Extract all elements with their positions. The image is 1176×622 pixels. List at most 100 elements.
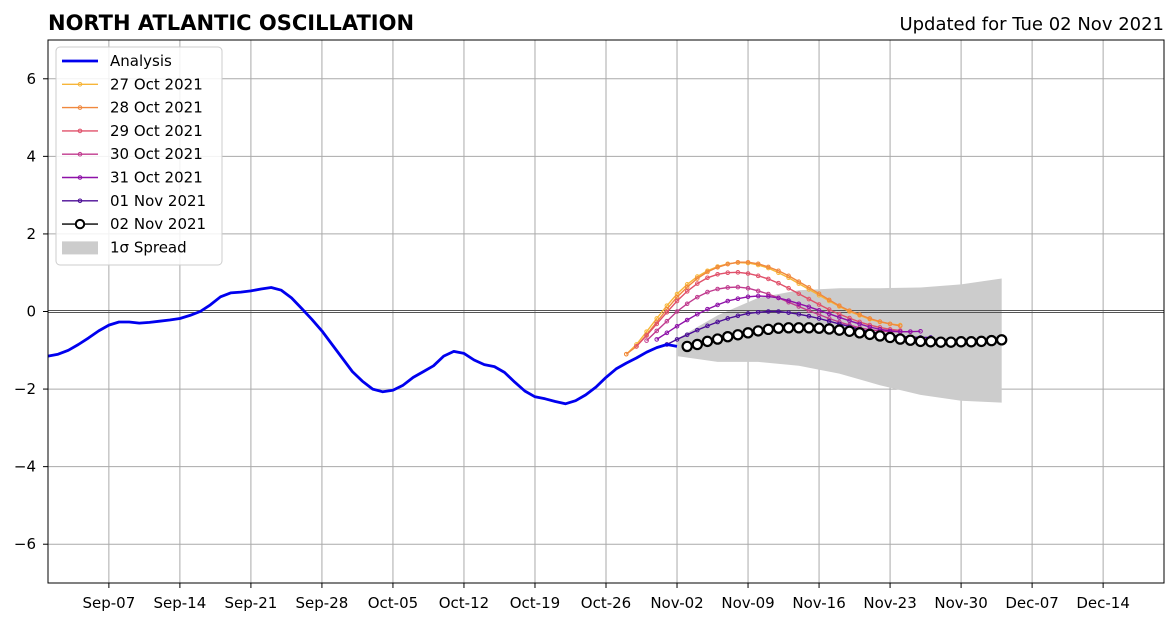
data-point <box>664 330 670 336</box>
legend-label: Analysis <box>110 52 172 70</box>
data-point <box>695 327 700 333</box>
data-point <box>634 344 639 349</box>
data-point <box>796 311 802 317</box>
x-tick-label: Nov-02 <box>650 594 703 612</box>
data-point <box>684 317 690 323</box>
zero-line <box>48 310 1164 313</box>
data-point <box>806 296 812 302</box>
analysis-line <box>47 286 678 406</box>
data-point <box>847 308 852 314</box>
data-point <box>935 336 947 348</box>
series-line <box>656 295 921 340</box>
x-tick-label: Oct-12 <box>439 594 489 612</box>
data-point <box>735 270 741 275</box>
legend-label: 31 Oct 2021 <box>110 169 203 187</box>
y-tick-label: 6 <box>26 70 36 88</box>
x-tick-label: Nov-23 <box>863 594 916 612</box>
legend-label: 28 Oct 2021 <box>110 99 203 117</box>
x-tick-label: Sep-14 <box>154 594 207 612</box>
data-point <box>701 335 714 348</box>
legend-marker <box>77 175 83 180</box>
series-layer <box>47 259 1008 406</box>
data-point <box>695 276 700 281</box>
data-point <box>945 336 957 348</box>
data-point <box>715 286 720 292</box>
data-point <box>732 329 744 341</box>
x-tick-label: Dec-07 <box>1005 594 1059 612</box>
legend-item-30-oct-2021: 30 Oct 2021 <box>62 145 203 163</box>
data-point <box>776 280 781 286</box>
legend-label: 27 Oct 2021 <box>110 75 203 93</box>
data-point <box>705 323 710 329</box>
data-point <box>884 331 896 344</box>
data-point <box>745 271 751 276</box>
data-point <box>755 261 761 267</box>
spread-band <box>677 278 1002 403</box>
data-point <box>955 336 967 348</box>
data-point <box>833 324 846 336</box>
data-point <box>887 321 893 327</box>
data-point <box>715 319 720 325</box>
data-point <box>796 291 802 296</box>
data-point <box>793 322 805 334</box>
data-point <box>806 304 812 310</box>
data-point <box>776 295 781 301</box>
legend-label: 01 Nov 2021 <box>110 192 206 210</box>
data-point <box>766 294 771 299</box>
legend: Analysis 27 Oct 2021 28 Oct 2021 29 Oct 202… <box>55 46 223 266</box>
data-point <box>644 338 649 343</box>
series-31-oct-2021 <box>654 293 923 342</box>
data-point <box>853 327 866 339</box>
data-point <box>644 333 649 338</box>
x-tick-label: Nov-09 <box>721 594 774 612</box>
data-point <box>725 298 731 304</box>
legend-item-02-nov-2021: 02 Nov 2021 <box>62 215 206 233</box>
data-point <box>745 294 751 300</box>
data-point <box>691 338 704 351</box>
data-point <box>786 298 791 303</box>
data-point <box>796 304 802 309</box>
data-point <box>695 294 700 300</box>
series-analysis <box>47 286 678 406</box>
data-point <box>735 284 741 290</box>
y-tick-label: 4 <box>26 147 36 165</box>
legend-label: 02 Nov 2021 <box>110 215 206 233</box>
legend-item-1-spread: 1σ Spread <box>62 238 187 256</box>
data-point <box>695 281 700 286</box>
data-point <box>918 328 923 334</box>
data-point <box>705 306 710 312</box>
data-point <box>705 269 710 275</box>
data-point <box>816 291 822 296</box>
data-point <box>695 311 700 317</box>
data-point <box>684 282 690 287</box>
data-point <box>722 331 734 343</box>
data-point <box>735 259 741 265</box>
data-point <box>715 264 720 270</box>
data-point <box>877 319 883 324</box>
data-point <box>654 321 660 327</box>
data-point <box>826 316 832 321</box>
y-tick-label: 2 <box>26 225 36 243</box>
data-point <box>725 285 731 290</box>
data-point <box>623 351 629 357</box>
data-point <box>826 311 832 317</box>
legend-label: 1σ Spread <box>110 238 187 256</box>
legend-marker <box>77 82 83 87</box>
legend-marker <box>74 218 86 230</box>
legend-label: 29 Oct 2021 <box>110 122 203 140</box>
legend-marker <box>77 198 83 204</box>
x-tick-label: Oct-05 <box>368 594 418 612</box>
legend-box <box>55 46 223 266</box>
data-point <box>674 337 680 342</box>
data-point <box>816 308 822 313</box>
data-point <box>684 332 690 338</box>
data-point <box>826 307 832 312</box>
y-tick-label: −4 <box>14 458 36 476</box>
data-point <box>857 312 862 317</box>
data-point <box>796 301 802 307</box>
legend-item-29-oct-2021: 29 Oct 2021 <box>62 122 203 140</box>
y-tick-label: 0 <box>26 303 36 321</box>
data-point <box>813 322 825 334</box>
data-point <box>975 335 988 348</box>
